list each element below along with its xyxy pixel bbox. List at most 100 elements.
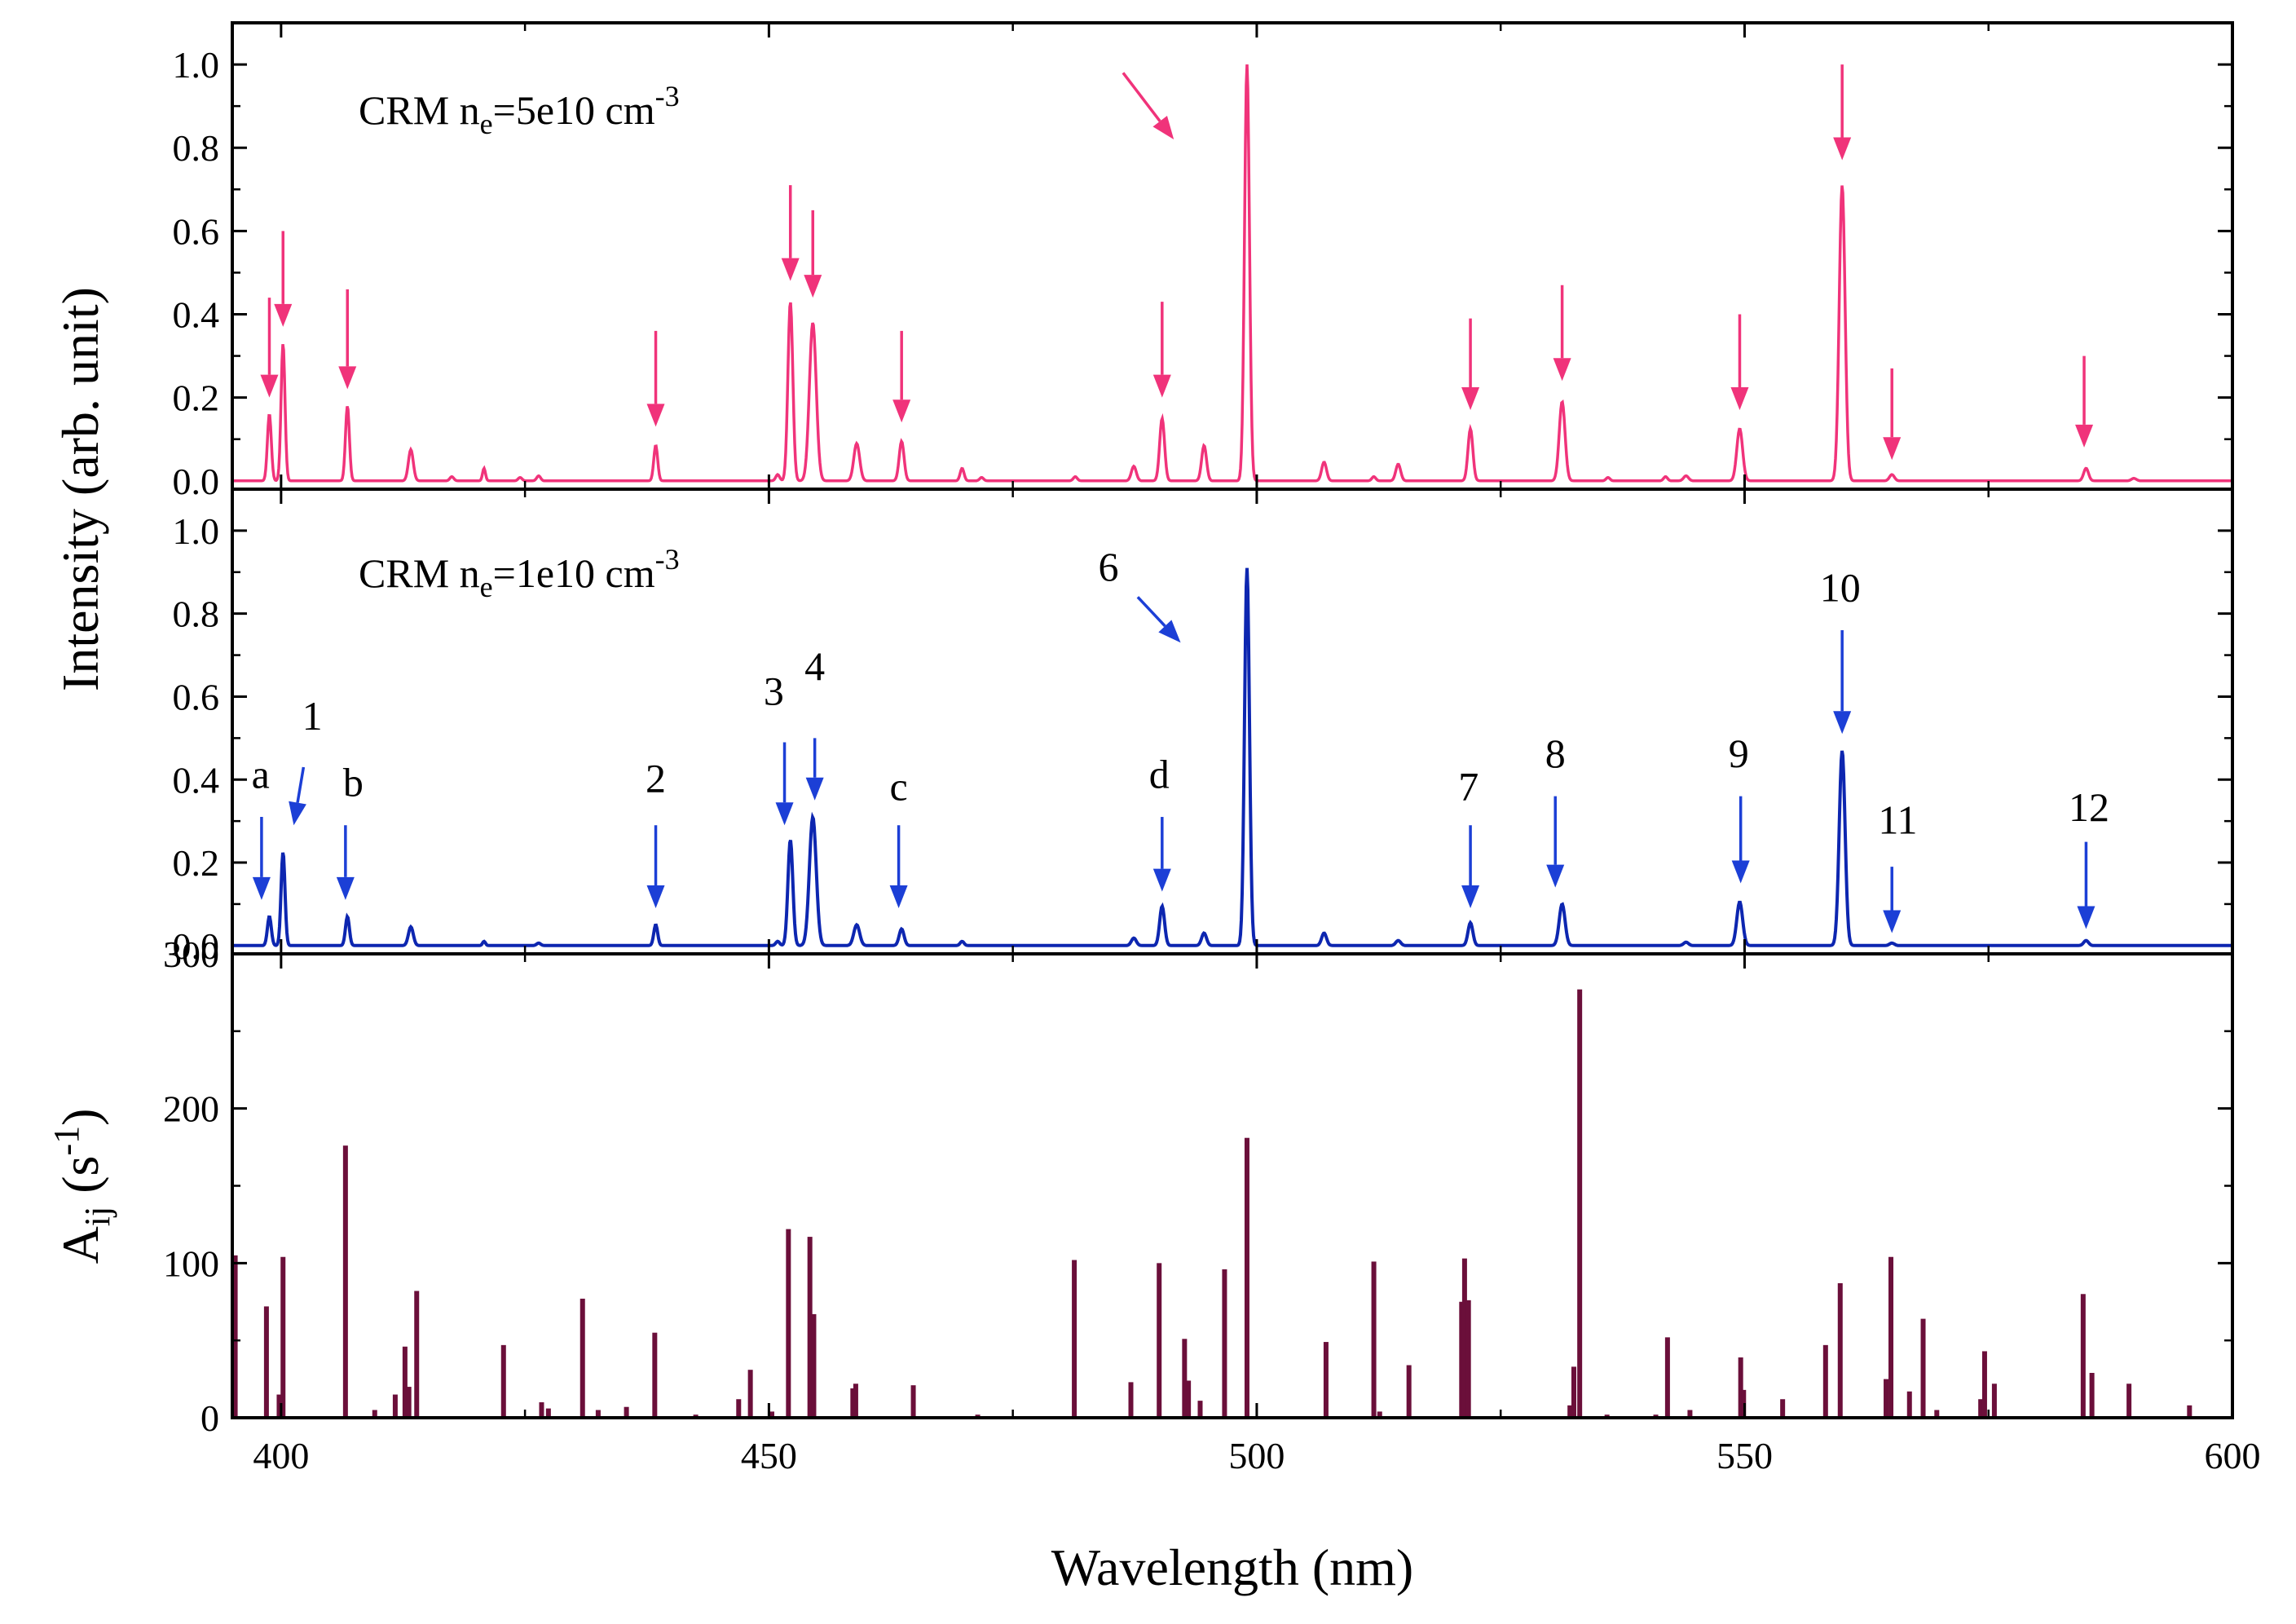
top-arrow-head	[1730, 386, 1749, 410]
top-ytick-label: 1.0	[173, 44, 220, 86]
top-arrow-head	[1833, 137, 1852, 161]
aij-bar	[392, 1394, 398, 1418]
peak-label: 2	[646, 756, 666, 801]
top-arrow-head	[804, 275, 822, 298]
middle-arrow-head	[1461, 885, 1480, 909]
aij-bar	[1920, 1318, 1926, 1418]
aij-bar	[1884, 1379, 1889, 1418]
aij-bar	[276, 1394, 282, 1418]
middle-ytick-label: 1.0	[173, 510, 220, 552]
middle-ytick-label: 0.4	[173, 759, 220, 801]
aij-bar	[1738, 1357, 1743, 1418]
top-arrow-head	[1152, 116, 1174, 139]
peak-label: 3	[764, 669, 784, 714]
bottom-ytick-label: 0	[201, 1397, 219, 1439]
aij-bar	[1459, 1301, 1465, 1418]
middle-arrow-head	[775, 802, 794, 826]
aij-bar	[850, 1388, 856, 1418]
top-ytick-label: 0.0	[173, 461, 220, 502]
middle-arrow-head	[1158, 620, 1181, 643]
top-spectrum-line	[234, 64, 2231, 483]
aij-bar	[1571, 1366, 1576, 1418]
xtick-label: 450	[741, 1435, 797, 1476]
aij-bar	[1406, 1365, 1412, 1418]
middle-ytick-label: 0.8	[173, 594, 220, 635]
middle-arrow-head	[1546, 864, 1565, 888]
peak-label: a	[252, 751, 270, 797]
x-axis-title: Wavelength (nm)	[1051, 1538, 1413, 1596]
middle-ytick-label: 0.6	[173, 676, 220, 717]
aij-axis-title: Aij (s-1)	[46, 1109, 117, 1264]
aij-bar	[1465, 1300, 1471, 1418]
middle-arrow-head	[1731, 860, 1750, 884]
aij-bar	[1906, 1391, 1912, 1418]
aij-bar	[280, 1256, 286, 1418]
middle-arrow-head	[1833, 711, 1852, 735]
xtick-label: 600	[2205, 1435, 2261, 1476]
aij-bar	[580, 1298, 585, 1418]
intensity-axis-title: Intensity (arb. unit)	[51, 287, 109, 691]
aij-bar	[232, 1255, 238, 1418]
aij-bar	[500, 1344, 506, 1418]
aij-bar	[1780, 1399, 1786, 1418]
top-ytick-label: 0.8	[173, 127, 220, 169]
aij-bar	[402, 1346, 408, 1418]
bottom-ytick-label: 100	[163, 1242, 219, 1284]
middle-peak-annotations: a1b 2 34 c d 6 7 8 9 10 11 12	[252, 544, 2109, 933]
aij-bar	[1197, 1401, 1203, 1418]
peak-label: 11	[1878, 797, 1917, 842]
aij-bar	[853, 1383, 858, 1418]
aij-bar	[786, 1229, 791, 1418]
top-arrow-head	[781, 258, 800, 281]
peak-label: b	[343, 760, 364, 805]
aij-bar	[811, 1313, 817, 1418]
middle-ytick-label: 0.0	[173, 925, 220, 967]
middle-arrow-head	[289, 801, 306, 826]
top-arrow-head	[338, 366, 357, 390]
middle-arrow-shaft	[296, 766, 306, 803]
middle-arrow-head	[2077, 906, 2095, 929]
bottom-ytick-label: 300	[163, 933, 219, 975]
aij-bar	[910, 1385, 916, 1418]
aij-bar	[539, 1402, 544, 1418]
top-arrow-shaft	[1122, 72, 1161, 122]
aij-bar	[2126, 1383, 2132, 1418]
top-arrow-head	[1152, 374, 1171, 398]
aij-bar	[1888, 1256, 1894, 1418]
aij-bar	[1157, 1263, 1162, 1418]
aij-bar	[747, 1370, 753, 1418]
peak-label: 8	[1545, 730, 1566, 776]
aij-bar	[414, 1291, 420, 1418]
aij-bar	[652, 1332, 658, 1418]
middle-y-axis: 0.0 0.2 0.4 0.6 0.8 1.0	[173, 510, 2232, 967]
peak-label: 1	[302, 693, 323, 739]
peak-label: 9	[1729, 730, 1749, 776]
xtick-label: 400	[253, 1435, 309, 1476]
middle-arrow-head	[336, 876, 355, 900]
aij-bar	[1186, 1380, 1192, 1418]
aij-bar	[2080, 1294, 2086, 1418]
aij-bar	[372, 1410, 377, 1418]
aij-bar	[263, 1306, 269, 1418]
top-arrow-head	[646, 404, 665, 427]
peak-label: 7	[1458, 764, 1479, 810]
top-arrow-head	[1461, 386, 1480, 410]
bottom-ytick-label: 200	[163, 1088, 219, 1130]
middle-ytick-label: 0.2	[173, 842, 220, 884]
middle-arrow-head	[1883, 910, 1902, 933]
top-ytick-label: 0.2	[173, 377, 220, 419]
peak-label: 6	[1098, 544, 1118, 589]
aij-bar	[1687, 1410, 1693, 1418]
aij-bar	[2187, 1405, 2192, 1418]
aij-bar	[1934, 1410, 1940, 1418]
aij-bar	[1837, 1282, 1843, 1418]
xtick-label: 550	[1716, 1435, 1773, 1476]
middle-arrow-head	[805, 777, 824, 801]
aij-bar	[595, 1410, 601, 1418]
top-arrow-head	[260, 374, 279, 398]
top-arrow-head	[1883, 437, 1902, 461]
top-arrow-head	[2075, 424, 2094, 448]
middle-arrow-shaft	[1136, 596, 1166, 628]
aij-bar	[807, 1237, 813, 1418]
